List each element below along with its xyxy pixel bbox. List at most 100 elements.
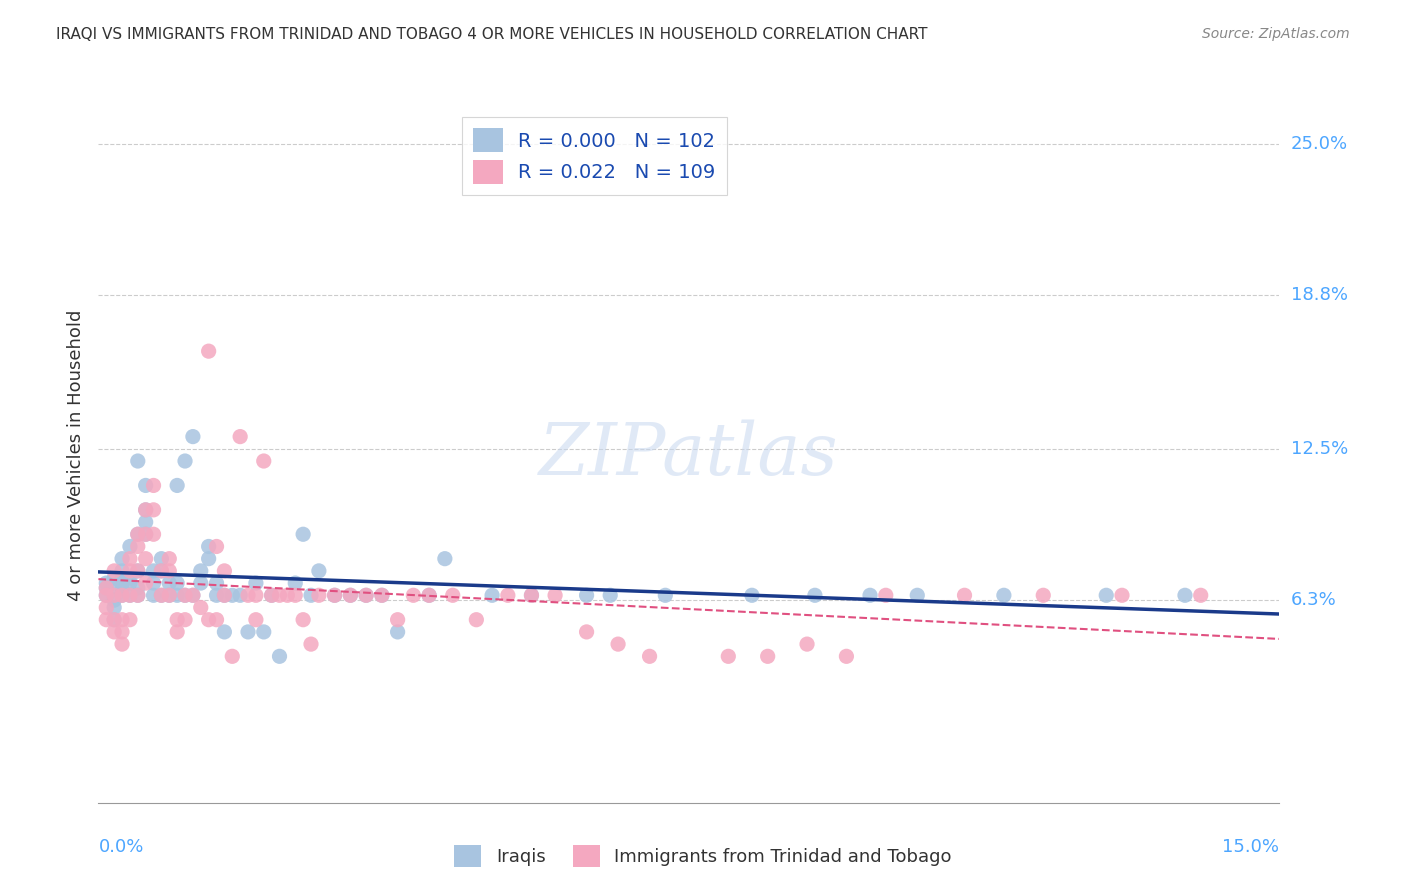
Point — [599, 588, 621, 602]
Point — [127, 588, 149, 602]
Point — [1032, 588, 1054, 602]
Point — [796, 637, 818, 651]
Point — [103, 564, 125, 578]
Point — [103, 624, 125, 639]
Point — [205, 540, 228, 554]
Point — [260, 588, 283, 602]
Point — [127, 588, 149, 602]
Point — [253, 454, 276, 468]
Point — [197, 551, 219, 566]
Point — [127, 527, 149, 541]
Point — [221, 588, 243, 602]
Text: 25.0%: 25.0% — [1291, 135, 1348, 153]
Point — [150, 551, 173, 566]
Point — [339, 588, 361, 602]
Point — [135, 503, 157, 517]
Point — [111, 564, 134, 578]
Point — [127, 454, 149, 468]
Point — [150, 564, 173, 578]
Point — [157, 588, 180, 602]
Point — [96, 581, 118, 595]
Point — [190, 576, 212, 591]
Point — [229, 429, 252, 443]
Point — [103, 581, 125, 595]
Point — [166, 613, 188, 627]
Point — [127, 540, 149, 554]
Point — [269, 588, 291, 602]
Point — [174, 613, 197, 627]
Point — [166, 478, 188, 492]
Point — [638, 649, 661, 664]
Point — [135, 576, 157, 591]
Point — [174, 588, 197, 602]
Point — [135, 551, 157, 566]
Point — [418, 588, 440, 602]
Point — [575, 588, 598, 602]
Point — [174, 588, 197, 602]
Point — [245, 576, 267, 591]
Point — [118, 551, 141, 566]
Point — [142, 503, 165, 517]
Point — [299, 588, 322, 602]
Point — [308, 564, 330, 578]
Point — [276, 588, 298, 602]
Point — [118, 571, 141, 585]
Point — [323, 588, 346, 602]
Point — [433, 551, 456, 566]
Point — [103, 600, 125, 615]
Point — [157, 588, 180, 602]
Point — [205, 576, 228, 591]
Point — [654, 588, 676, 602]
Point — [354, 588, 377, 602]
Point — [245, 613, 267, 627]
Point — [354, 588, 377, 602]
Point — [1189, 588, 1212, 602]
Point — [520, 588, 543, 602]
Point — [214, 624, 236, 639]
Point — [127, 564, 149, 578]
Point — [481, 588, 503, 602]
Point — [127, 527, 149, 541]
Point — [905, 588, 928, 602]
Point — [127, 564, 149, 578]
Point — [197, 540, 219, 554]
Point — [465, 613, 488, 627]
Point — [174, 454, 197, 468]
Point — [441, 588, 464, 602]
Point — [157, 576, 180, 591]
Point — [214, 588, 236, 602]
Y-axis label: 4 or more Vehicles in Household: 4 or more Vehicles in Household — [66, 310, 84, 600]
Point — [607, 637, 630, 651]
Point — [103, 593, 125, 607]
Point — [135, 527, 157, 541]
Point — [166, 588, 188, 602]
Point — [181, 588, 204, 602]
Point — [804, 588, 827, 602]
Point — [142, 527, 165, 541]
Point — [575, 624, 598, 639]
Point — [135, 527, 157, 541]
Point — [118, 588, 141, 602]
Point — [741, 588, 763, 602]
Point — [118, 564, 141, 578]
Point — [111, 571, 134, 585]
Point — [142, 478, 165, 492]
Point — [269, 649, 291, 664]
Point — [135, 515, 157, 529]
Text: 0.0%: 0.0% — [98, 838, 143, 855]
Text: IRAQI VS IMMIGRANTS FROM TRINIDAD AND TOBAGO 4 OR MORE VEHICLES IN HOUSEHOLD COR: IRAQI VS IMMIGRANTS FROM TRINIDAD AND TO… — [56, 27, 928, 42]
Point — [236, 588, 259, 602]
Point — [284, 576, 307, 591]
Point — [993, 588, 1015, 602]
Point — [717, 649, 740, 664]
Point — [142, 588, 165, 602]
Point — [111, 588, 134, 602]
Point — [371, 588, 394, 602]
Point — [371, 588, 394, 602]
Point — [190, 600, 212, 615]
Point — [308, 588, 330, 602]
Point — [96, 588, 118, 602]
Point — [157, 551, 180, 566]
Point — [135, 478, 157, 492]
Point — [181, 429, 204, 443]
